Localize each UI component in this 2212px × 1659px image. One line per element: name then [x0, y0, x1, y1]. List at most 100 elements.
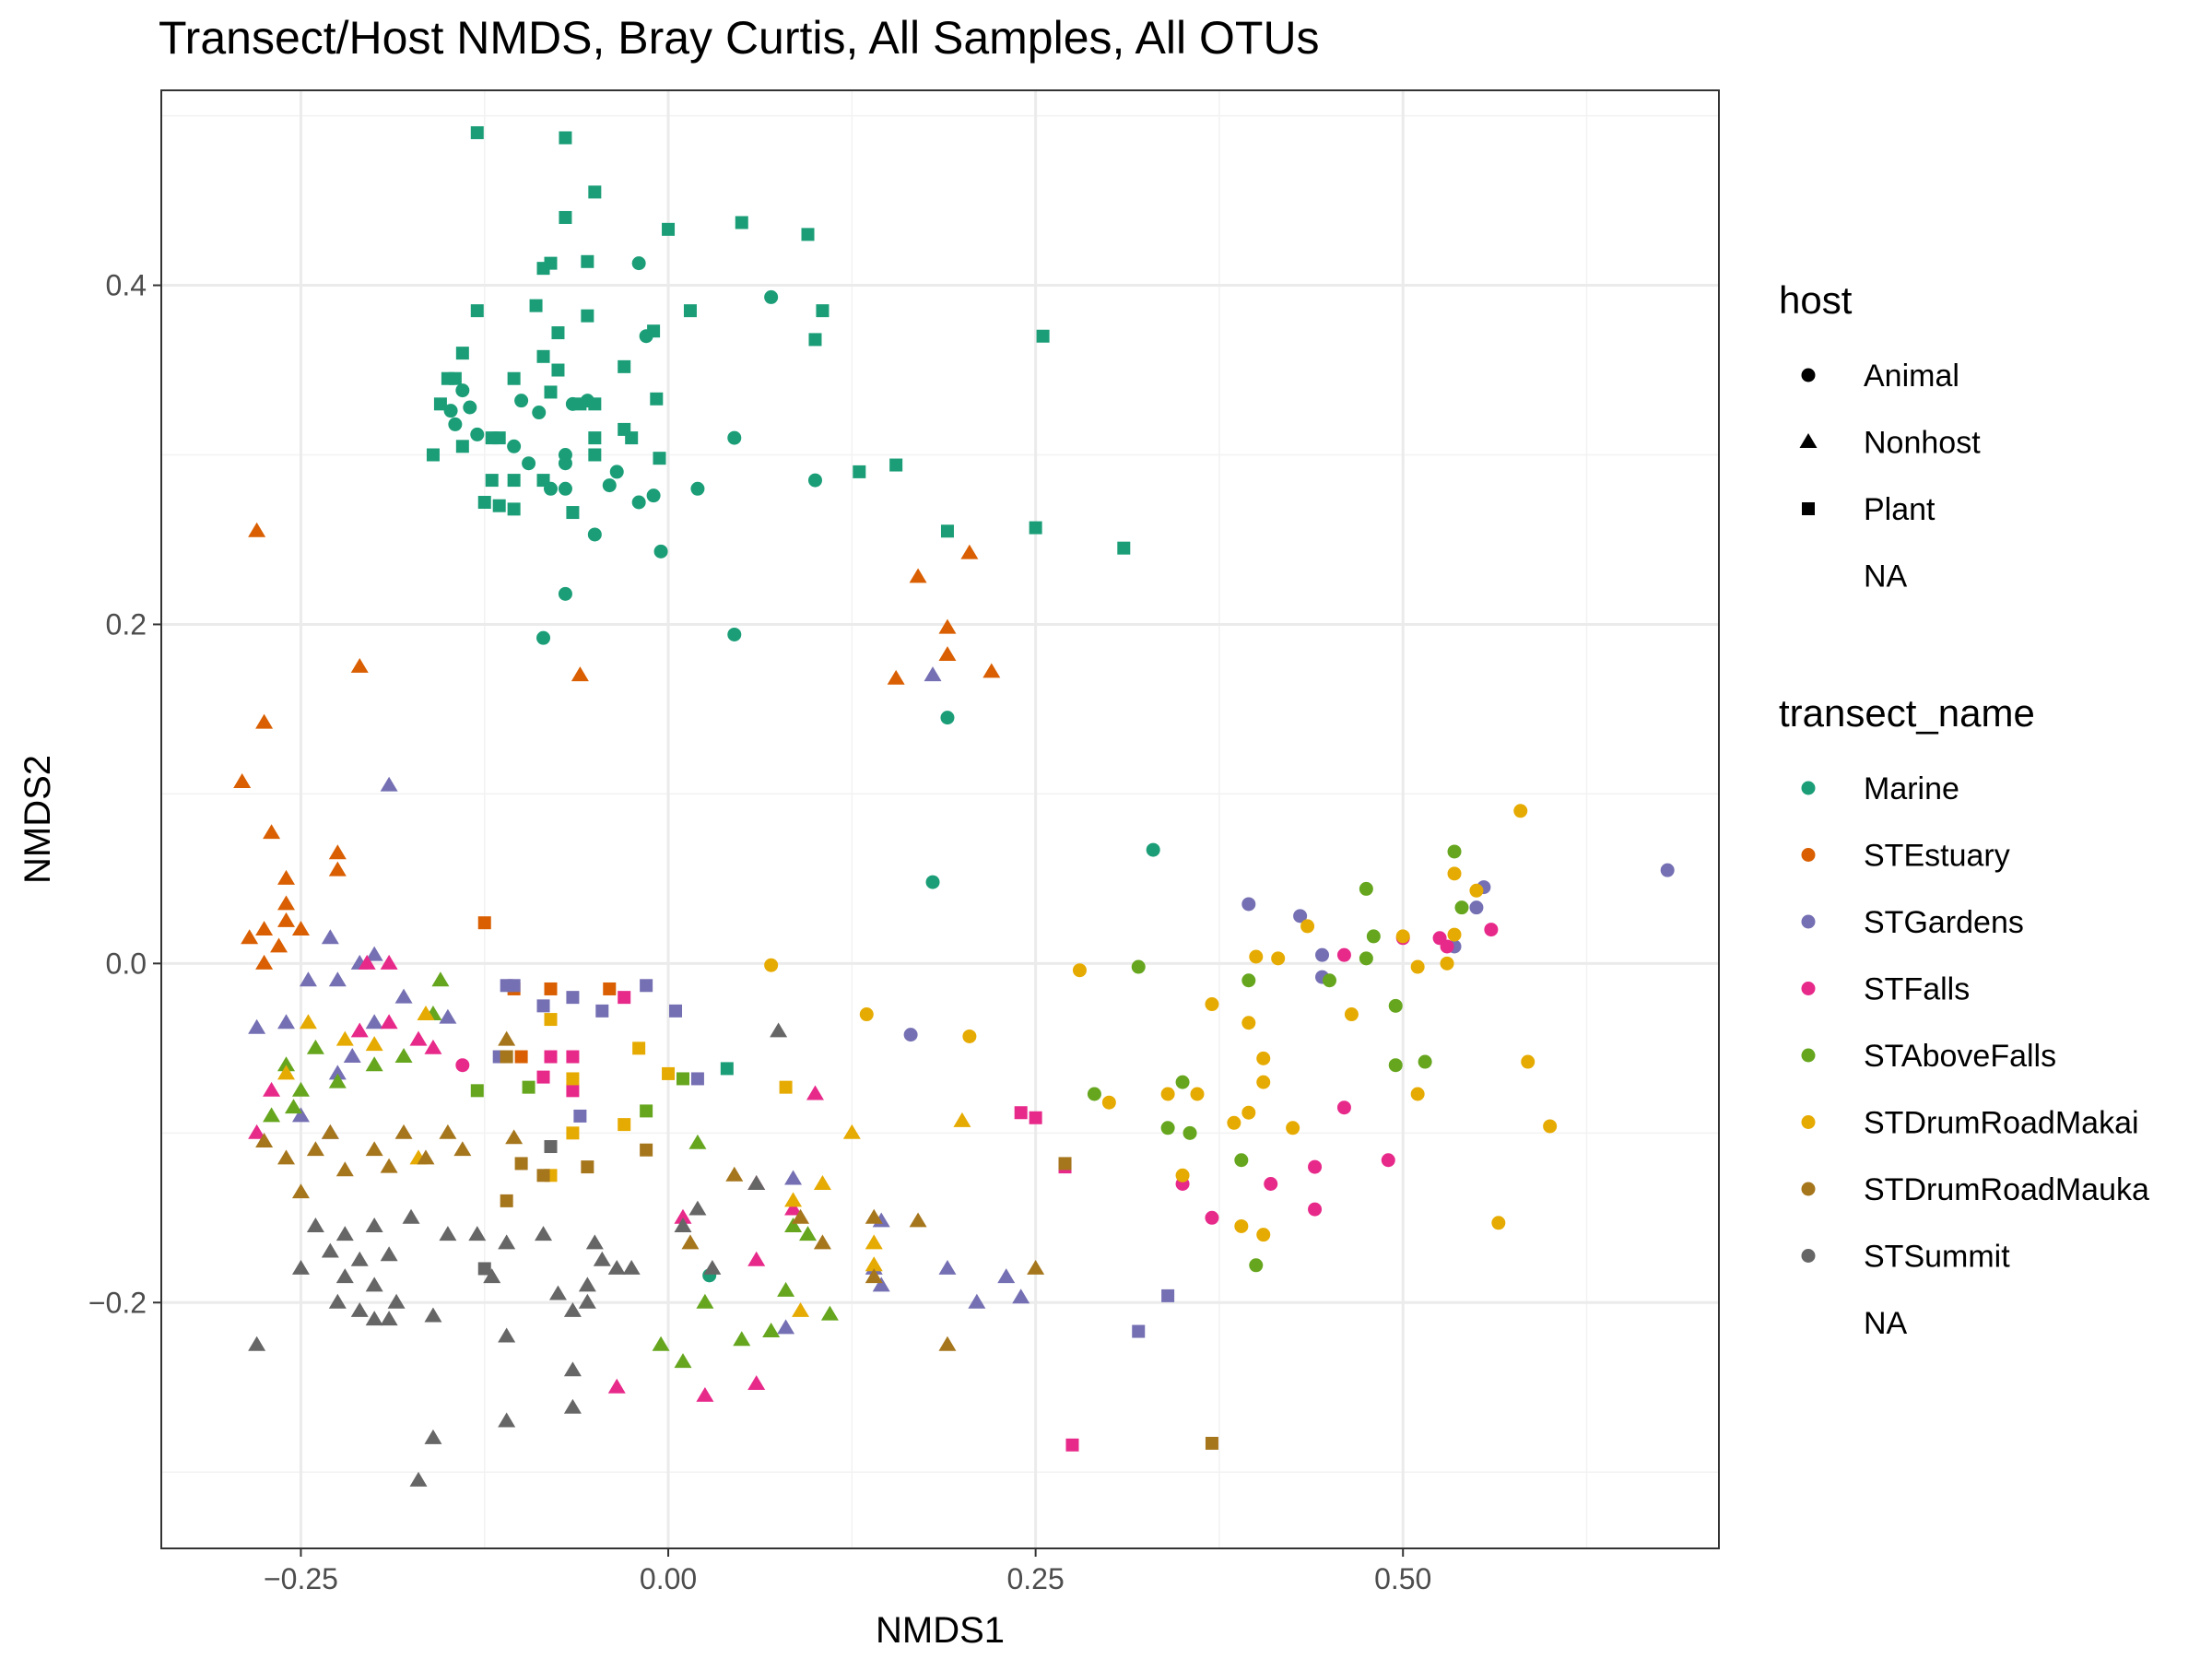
data-point [498, 1327, 516, 1343]
data-point [448, 417, 463, 431]
x-tick-label: 0.00 [640, 1562, 697, 1595]
data-point [477, 916, 491, 930]
data-point [507, 474, 521, 488]
data-point [233, 773, 252, 788]
data-point [1543, 1119, 1558, 1134]
data-point [1308, 1159, 1323, 1174]
data-point [1256, 1228, 1271, 1242]
data-point [1234, 1218, 1249, 1233]
data-point [380, 1246, 398, 1262]
data-point [563, 1301, 582, 1317]
data-point [1336, 947, 1351, 962]
data-point [1146, 842, 1160, 857]
legend-label: STSummit [1864, 1240, 2010, 1275]
data-point [328, 844, 347, 860]
data-point [733, 1331, 751, 1347]
data-point [865, 1208, 883, 1224]
data-point [865, 1256, 883, 1272]
x-axis-title: NMDS1 [876, 1610, 1005, 1651]
data-point [343, 1048, 361, 1063]
data-point [263, 824, 281, 840]
legend-label: Animal [1864, 359, 1959, 394]
data-point [277, 1149, 296, 1165]
data-point [909, 568, 927, 583]
data-point [291, 921, 310, 936]
data-point [291, 1107, 310, 1123]
data-point [365, 1141, 383, 1157]
data-point [609, 465, 624, 479]
data-point [865, 1234, 883, 1250]
data-point [690, 481, 705, 496]
data-point [1161, 1288, 1175, 1302]
data-point [1469, 900, 1484, 915]
data-point [1227, 1115, 1241, 1130]
legend-key-square [1802, 502, 1815, 515]
data-point [544, 1050, 558, 1064]
data-point [463, 400, 477, 415]
data-point [328, 1073, 347, 1088]
data-point [1241, 973, 1256, 988]
data-point [925, 875, 940, 889]
data-point [640, 1143, 653, 1157]
data-point [681, 1234, 700, 1250]
data-point [507, 979, 521, 993]
data-point [365, 1014, 383, 1030]
data-point [1160, 1121, 1175, 1135]
data-point [1440, 956, 1454, 971]
data-point [455, 440, 469, 453]
data-point [1271, 951, 1286, 966]
data-point [962, 1029, 977, 1043]
data-point [1491, 1216, 1506, 1230]
data-point [507, 439, 522, 453]
data-point [1447, 927, 1462, 942]
data-point [1014, 1106, 1028, 1120]
data-point [566, 1084, 580, 1098]
data-point [277, 895, 296, 911]
data-point [380, 776, 398, 792]
data-point [335, 1030, 354, 1046]
data-point [1065, 1438, 1079, 1452]
data-point [859, 1007, 874, 1022]
data-point [1175, 1168, 1190, 1182]
data-point [321, 1242, 339, 1258]
x-axis-ticks: −0.25 0.00 0.25 0.50 [264, 1548, 1431, 1595]
data-point [566, 991, 580, 1005]
data-point [618, 1118, 631, 1132]
data-point [350, 1301, 369, 1317]
data-point [674, 1208, 692, 1224]
data-point [1205, 1210, 1219, 1225]
data-point [703, 1259, 722, 1275]
data-point [477, 496, 491, 510]
data-point [1418, 1054, 1432, 1069]
data-point [784, 1192, 803, 1207]
legend-key-triangle [1799, 433, 1818, 448]
data-point [424, 1039, 442, 1054]
data-point [940, 524, 954, 538]
data-point [1388, 998, 1403, 1013]
data-point [536, 999, 550, 1013]
data-point [1234, 1153, 1249, 1168]
data-point [514, 1050, 528, 1064]
data-point [1249, 1258, 1264, 1273]
legend-key-color [1801, 848, 1816, 862]
data-point [1012, 1288, 1030, 1304]
data-point [764, 958, 779, 972]
data-point [578, 1293, 596, 1309]
data-point [507, 371, 521, 385]
data-point [514, 1157, 528, 1171]
data-point [808, 333, 822, 347]
data-point [536, 1169, 550, 1182]
data-point [544, 1013, 558, 1027]
data-point [622, 1259, 641, 1275]
grid-major [161, 90, 1719, 1548]
data-point [277, 1014, 296, 1030]
data-point [631, 495, 646, 510]
data-point [1521, 1054, 1535, 1069]
data-point [674, 1217, 692, 1232]
data-point [394, 988, 413, 1004]
legend-key-circle [1801, 368, 1816, 382]
data-point [532, 406, 547, 420]
data-point [306, 1039, 324, 1054]
data-point [618, 991, 631, 1005]
